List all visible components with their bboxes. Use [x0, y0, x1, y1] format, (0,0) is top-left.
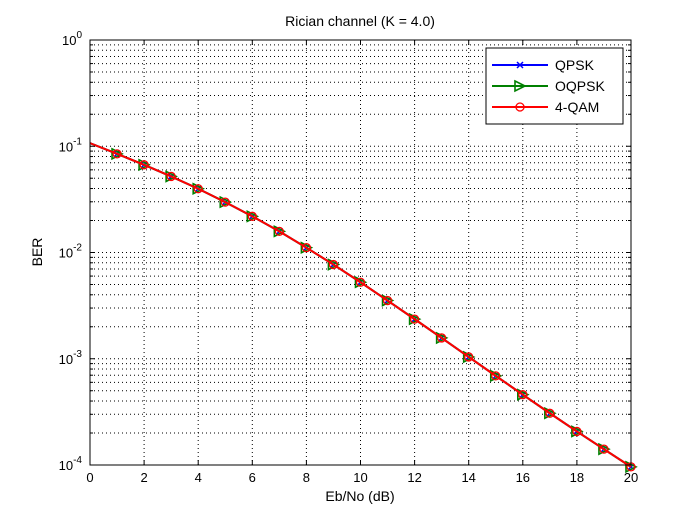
x-tick-label: 0 — [86, 470, 93, 485]
data-point-oqpsk — [354, 275, 368, 289]
data-point-4-qam — [220, 197, 230, 207]
data-point-oqpsk — [111, 147, 124, 161]
data-point-oqpsk — [165, 170, 178, 183]
data-point-4-qam — [464, 352, 474, 362]
data-point-oqpsk — [489, 369, 503, 383]
y-tick-label-exponent: -2 — [73, 243, 82, 254]
x-axis-label: Eb/No (dB) — [325, 488, 394, 504]
legend: QPSK OQPSK 4-QAM — [485, 47, 624, 125]
legend-entry-4-qam: 4-QAM — [492, 99, 599, 115]
data-point-4-qam — [274, 226, 285, 237]
series-layer — [89, 142, 638, 474]
legend-entry-oqpsk: OQPSK — [492, 78, 605, 94]
x-tick-label: 12 — [407, 470, 421, 485]
data-point-4-qam — [355, 277, 366, 287]
x-tick-label: 18 — [570, 470, 584, 485]
y-tick-label: 10-2 — [59, 243, 83, 261]
y-tick-label: 10-3 — [59, 349, 83, 367]
x-tick-label: 14 — [461, 470, 475, 485]
y-tick-label: 100 — [62, 30, 82, 48]
grid — [90, 40, 631, 465]
data-point-oqpsk — [138, 158, 151, 172]
legend-label-qpsk: QPSK — [555, 57, 595, 73]
y-tick-label-base: 10 — [59, 246, 73, 261]
y-tick-label-base: 10 — [59, 139, 73, 154]
y-tick-label-exponent: -4 — [73, 455, 82, 466]
data-point-4-qam — [301, 243, 312, 253]
data-point-4-qam — [545, 408, 555, 418]
x-tick-label: 10 — [353, 470, 367, 485]
data-point-4-qam — [572, 426, 582, 437]
data-point-oqpsk — [544, 406, 557, 420]
data-point-oqpsk — [516, 388, 530, 401]
data-point-oqpsk — [571, 425, 584, 438]
x-tick-label: 4 — [195, 470, 202, 485]
data-point-4-qam — [247, 211, 257, 221]
y-tick-label-base: 10 — [62, 33, 76, 48]
y-tick-label-exponent: -1 — [73, 136, 82, 147]
x-tick-label: 16 — [516, 470, 530, 485]
data-point-4-qam — [382, 295, 393, 306]
data-point-oqpsk — [598, 442, 611, 456]
x-tick-label: 8 — [303, 470, 310, 485]
data-point-4-qam — [409, 314, 420, 324]
data-point-oqpsk — [300, 241, 314, 254]
legend-label-4-qam: 4-QAM — [555, 99, 599, 115]
data-point-oqpsk — [273, 225, 287, 238]
legend-marker-oqpsk — [514, 79, 527, 93]
series-line-4-qam — [89, 142, 632, 468]
x-tick-label: 2 — [140, 470, 147, 485]
data-point-4-qam — [328, 259, 339, 270]
data-point-oqpsk — [327, 258, 341, 271]
data-point-4-qam — [599, 444, 609, 454]
legend-label-oqpsk: OQPSK — [555, 78, 605, 94]
data-point-oqpsk — [381, 294, 395, 307]
data-point-4-qam — [139, 160, 149, 170]
y-tick-label-base: 10 — [59, 352, 73, 367]
data-point-oqpsk — [219, 195, 233, 209]
y-tick-label: 10-1 — [59, 136, 83, 154]
y-tick-label-exponent: -3 — [73, 349, 82, 360]
data-point-4-qam — [166, 171, 176, 182]
x-tick-label: 6 — [249, 470, 256, 485]
legend-entry-qpsk: QPSK — [492, 57, 595, 73]
y-tick-label: 10-4 — [59, 455, 83, 473]
data-point-oqpsk — [408, 312, 422, 326]
data-point-oqpsk — [435, 331, 449, 345]
legend-marker-4-qam — [515, 102, 525, 112]
x-tick-label: 20 — [624, 470, 638, 485]
data-point-oqpsk — [246, 210, 260, 223]
ticks — [89, 40, 632, 466]
data-point-oqpsk — [462, 350, 476, 364]
legend-entries: QPSK OQPSK 4-QAM — [492, 57, 605, 115]
y-axis-label: BER — [29, 238, 45, 267]
legend-marker-qpsk — [516, 61, 524, 69]
chart-title: Rician channel (K = 4.0) — [285, 13, 435, 29]
data-point-4-qam — [112, 149, 122, 159]
data-point-4-qam — [436, 333, 447, 343]
data-point-oqpsk — [192, 182, 205, 196]
y-tick-label-exponent: 0 — [76, 30, 82, 41]
series-4-qam — [89, 142, 636, 472]
y-tick-label-base: 10 — [59, 458, 73, 473]
data-point-4-qam — [491, 371, 501, 381]
data-point-4-qam — [518, 390, 528, 400]
data-point-4-qam — [193, 184, 203, 194]
